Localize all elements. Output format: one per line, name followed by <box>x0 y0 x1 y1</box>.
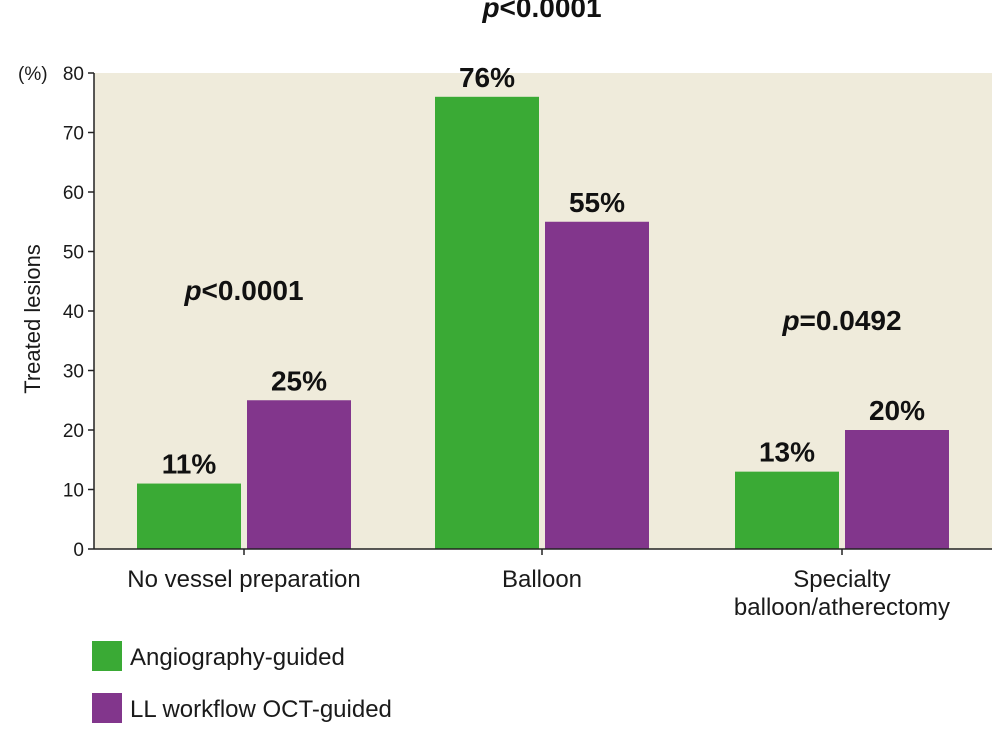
y-tick-label: 40 <box>63 302 84 323</box>
bar-angio-0 <box>137 483 241 549</box>
legend: Angiography-guided LL workflow OCT-guided <box>92 641 392 723</box>
data-label: 11% <box>162 449 217 480</box>
bar-oct-1 <box>545 221 649 549</box>
p-value-label: p<0.0001 <box>481 0 601 23</box>
y-axis-title: Treated lesions <box>20 244 45 394</box>
labels-layer: 11%76%13%25%55%20%p<0.0001p<0.0001p=0.04… <box>162 0 925 480</box>
p-number: =0.0492 <box>800 305 902 336</box>
p-symbol: p <box>781 305 799 336</box>
legend-label: LL workflow OCT-guided <box>130 696 392 723</box>
legend-swatch <box>92 693 122 723</box>
bars-layer <box>137 96 949 550</box>
y-tick-label: 30 <box>63 362 84 383</box>
x-category-label: Balloon <box>502 566 582 593</box>
data-label: 25% <box>271 365 327 396</box>
legend-label: Angiography-guided <box>130 644 345 671</box>
data-label: 55% <box>569 187 625 218</box>
y-tick-label: 60 <box>63 183 84 204</box>
y-unit-label: (%) <box>18 64 48 85</box>
bar-angio-1 <box>435 96 539 550</box>
x-category-label: No vessel preparation <box>127 566 360 593</box>
p-value-label: p<0.0001 <box>183 275 303 306</box>
p-symbol: p <box>183 275 201 306</box>
p-number: <0.0001 <box>202 275 304 306</box>
bar-angio-2 <box>735 471 839 549</box>
data-label: 76% <box>459 62 515 93</box>
bar-oct-0 <box>247 400 351 549</box>
p-number: <0.0001 <box>500 0 602 23</box>
x-category-label: Specialty <box>793 566 890 593</box>
data-label: 13% <box>759 437 815 468</box>
data-label: 20% <box>869 395 925 426</box>
y-tick-label: 0 <box>73 540 84 561</box>
axes-layer: 0 10 20 30 40 50 60 70 80 (%) Treated lesions No ve… <box>18 64 992 621</box>
plot-background <box>94 73 992 549</box>
y-tick-label: 20 <box>63 421 84 442</box>
bar-oct-2 <box>845 430 949 549</box>
y-tick-label: 50 <box>63 243 84 264</box>
y-tick-label: 10 <box>63 481 84 502</box>
legend-swatch <box>92 641 122 671</box>
p-symbol: p <box>481 0 499 23</box>
p-value-label: p=0.0492 <box>781 305 901 336</box>
y-tick-label: 80 <box>63 64 84 85</box>
x-category-label: balloon/atherectomy <box>734 594 950 621</box>
y-tick-label: 70 <box>63 124 84 145</box>
